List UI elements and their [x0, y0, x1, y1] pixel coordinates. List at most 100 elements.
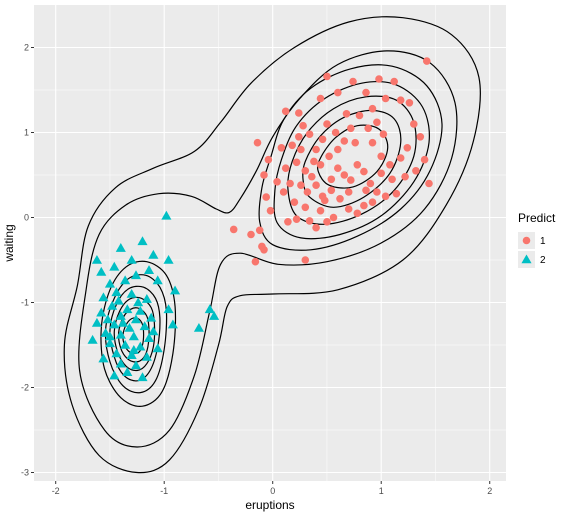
data-point-cluster-1 [368, 104, 377, 113]
data-point-cluster-1 [412, 167, 420, 175]
density-contours [63, 16, 481, 474]
data-point-cluster-2 [128, 331, 139, 341]
contour-line [316, 124, 389, 189]
data-point-cluster-1 [277, 144, 286, 152]
data-point-cluster-2 [107, 300, 118, 310]
data-point-cluster-2 [126, 350, 137, 359]
data-point-cluster-2 [148, 326, 159, 336]
data-point-cluster-1 [305, 130, 314, 138]
data-point-cluster-2 [141, 351, 152, 361]
data-point-cluster-1 [303, 188, 312, 196]
y-tick-label: 0 [24, 213, 29, 223]
data-point-cluster-2 [135, 341, 146, 351]
data-point-cluster-1 [347, 124, 355, 133]
contour-line [122, 317, 145, 355]
data-point-cluster-1 [360, 167, 368, 176]
data-point-cluster-1 [336, 195, 344, 203]
legend-title: Predict [518, 211, 556, 225]
data-point-cluster-2 [137, 236, 148, 246]
y-tick-label: -3 [21, 468, 29, 478]
data-point-cluster-2 [163, 254, 174, 264]
x-tick-label: 0 [270, 486, 275, 496]
data-point-cluster-2 [130, 270, 142, 280]
data-point-cluster-1 [381, 192, 390, 201]
data-point-cluster-2 [122, 304, 133, 314]
data-point-cluster-2 [109, 370, 120, 380]
data-point-cluster-1 [297, 181, 305, 189]
data-point-cluster-1 [425, 179, 433, 188]
data-point-cluster-1 [281, 107, 290, 116]
data-point-cluster-1 [347, 176, 355, 184]
data-point-cluster-1 [396, 96, 405, 104]
data-point-cluster-1 [353, 161, 362, 169]
data-point-cluster-1 [327, 175, 336, 184]
data-point-cluster-1 [375, 75, 383, 83]
data-point-cluster-1 [373, 118, 381, 127]
data-point-cluster-1 [364, 124, 373, 133]
data-point-cluster-1 [388, 175, 396, 184]
data-point-cluster-1 [362, 88, 370, 97]
data-point-cluster-1 [273, 178, 281, 186]
data-point-cluster-1 [321, 196, 329, 205]
data-point-cluster-1 [349, 77, 357, 86]
data-point-cluster-2 [122, 367, 133, 376]
axes: -2 -1 0 1 2 -3 -2 -1 0 1 2 [21, 43, 492, 497]
data-point-cluster-2 [141, 294, 152, 303]
y-tick-label: 2 [24, 43, 29, 53]
data-point-cluster-2 [139, 321, 150, 331]
data-point-cluster-1 [323, 120, 331, 128]
data-point-cluster-1 [253, 138, 262, 147]
data-point-cluster-2 [130, 360, 142, 370]
data-point-cluster-1 [366, 179, 375, 188]
data-point-cluster-1 [351, 138, 360, 147]
legend-symbol-2 [521, 254, 532, 264]
data-point-cluster-1 [423, 57, 431, 65]
data-point-cluster-2 [109, 261, 120, 271]
data-point-cluster-2 [169, 285, 181, 295]
data-point-cluster-1 [301, 167, 310, 175]
data-point-cluster-1 [318, 135, 327, 144]
data-point-cluster-1 [266, 206, 275, 215]
data-point-cluster-1 [264, 155, 273, 164]
data-point-cluster-1 [342, 110, 351, 118]
data-point-cluster-1 [340, 137, 349, 145]
data-point-cluster-2 [209, 311, 220, 320]
data-point-cluster-1 [355, 111, 364, 120]
data-point-cluster-1 [292, 215, 301, 223]
data-point-cluster-2 [130, 314, 142, 324]
data-point-cluster-2 [135, 305, 146, 315]
data-point-cluster-2 [115, 329, 126, 339]
x-tick-label: 1 [379, 486, 384, 496]
data-point-cluster-1 [334, 145, 342, 154]
data-point-cluster-2 [104, 338, 116, 348]
data-points [87, 57, 433, 382]
data-point-cluster-1 [386, 161, 394, 169]
data-point-cluster-1 [301, 256, 310, 264]
data-point-cluster-1 [323, 72, 331, 81]
data-point-cluster-2 [87, 334, 98, 344]
data-point-cluster-2 [120, 275, 131, 285]
data-point-cluster-1 [392, 189, 401, 198]
data-point-cluster-2 [104, 331, 116, 341]
data-point-cluster-1 [255, 226, 264, 235]
data-point-cluster-1 [416, 133, 425, 141]
data-point-cluster-1 [396, 154, 405, 162]
data-point-cluster-1 [325, 152, 333, 161]
data-point-cluster-2 [124, 322, 135, 332]
data-point-cluster-2 [113, 295, 124, 305]
data-point-cluster-1 [368, 198, 377, 206]
data-point-cluster-1 [379, 130, 388, 138]
data-point-cluster-1 [295, 109, 303, 117]
data-point-cluster-2 [98, 353, 109, 363]
data-point-cluster-1 [344, 188, 353, 196]
data-point-cluster-1 [305, 217, 314, 225]
data-point-cluster-1 [286, 179, 294, 188]
data-point-cluster-2 [104, 278, 116, 288]
data-point-cluster-1 [281, 164, 290, 172]
legend-label-1: 1 [540, 236, 546, 247]
x-axis-title: eruptions [245, 498, 294, 512]
data-point-cluster-2 [102, 314, 113, 324]
data-point-cluster-2 [111, 287, 122, 297]
data-point-cluster-2 [91, 317, 102, 327]
data-point-cluster-2 [148, 249, 159, 259]
